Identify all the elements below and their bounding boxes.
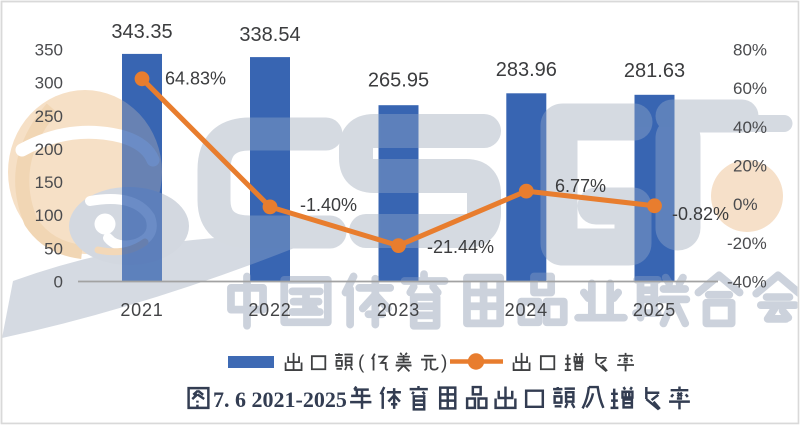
svg-text:40%: 40% bbox=[733, 118, 767, 137]
svg-text:343.35: 343.35 bbox=[111, 21, 172, 43]
svg-text:338.54: 338.54 bbox=[239, 24, 300, 46]
svg-text:-20%: -20% bbox=[727, 234, 767, 253]
svg-text:200: 200 bbox=[35, 140, 63, 159]
svg-text:-1.40%: -1.40% bbox=[300, 195, 357, 215]
svg-text:-21.44%: -21.44% bbox=[427, 237, 494, 257]
svg-text:20%: 20% bbox=[733, 157, 767, 176]
svg-text:): ) bbox=[441, 353, 447, 374]
svg-text:100: 100 bbox=[35, 206, 63, 225]
svg-text:0: 0 bbox=[54, 273, 63, 292]
svg-text:300: 300 bbox=[35, 74, 63, 93]
svg-text:7. 6 2021-2025: 7. 6 2021-2025 bbox=[213, 387, 347, 412]
svg-text:350: 350 bbox=[35, 41, 63, 60]
svg-text:6.77%: 6.77% bbox=[555, 176, 606, 196]
svg-text:-40%: -40% bbox=[727, 273, 767, 292]
svg-text:(: ( bbox=[358, 353, 365, 374]
svg-text:265.95: 265.95 bbox=[368, 70, 429, 92]
svg-text:80%: 80% bbox=[733, 41, 767, 60]
svg-text:283.96: 283.96 bbox=[496, 59, 557, 81]
svg-text:281.63: 281.63 bbox=[624, 60, 685, 82]
svg-text:2023: 2023 bbox=[377, 300, 420, 320]
svg-text:-0.82%: -0.82% bbox=[672, 204, 729, 224]
svg-text:250: 250 bbox=[35, 107, 63, 126]
svg-text:60%: 60% bbox=[733, 79, 767, 98]
svg-text:2021: 2021 bbox=[120, 300, 163, 320]
svg-text:50: 50 bbox=[44, 239, 63, 258]
svg-text:150: 150 bbox=[35, 173, 63, 192]
svg-text:2024: 2024 bbox=[505, 300, 548, 320]
svg-text:2022: 2022 bbox=[248, 300, 291, 320]
svg-text:2025: 2025 bbox=[633, 300, 676, 320]
svg-text:64.83%: 64.83% bbox=[165, 69, 226, 89]
svg-text:0%: 0% bbox=[733, 195, 758, 214]
